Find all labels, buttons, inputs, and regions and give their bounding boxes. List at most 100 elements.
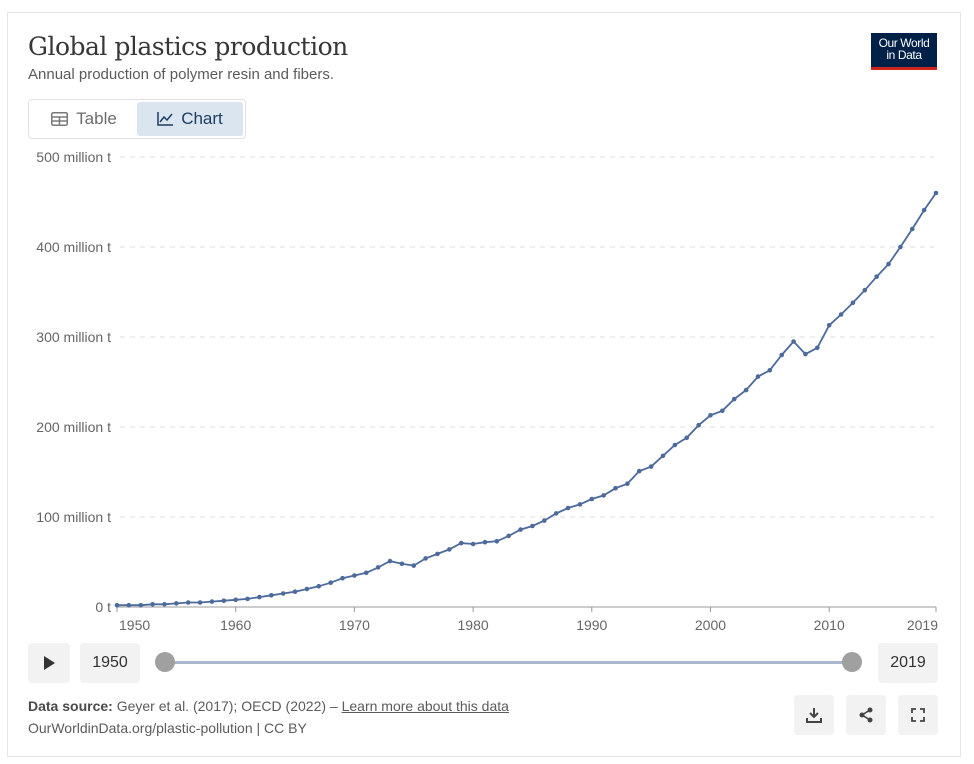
data-point: [340, 575, 345, 581]
learn-more-link[interactable]: Learn more about this data: [341, 698, 509, 714]
logo-line-1: Our World: [878, 36, 930, 50]
data-point: [672, 442, 678, 448]
data-point: [826, 323, 832, 328]
timeline-start-handle[interactable]: [155, 652, 175, 672]
data-point: [696, 422, 701, 428]
data-point: [743, 387, 749, 393]
y-tick-label: 400 million t: [36, 239, 111, 255]
data-point: [363, 570, 369, 576]
data-point: [577, 502, 583, 507]
data-point: [589, 496, 595, 502]
data-point: [257, 594, 262, 600]
tab-table[interactable]: Table: [31, 102, 137, 136]
x-tick-label: 1950: [119, 617, 150, 633]
x-tick-label: 2019: [907, 617, 938, 633]
line-chart-icon: [157, 112, 174, 126]
data-point: [553, 511, 559, 516]
data-point: [447, 547, 452, 552]
timeline-end-handle[interactable]: [842, 652, 862, 672]
logo-line-2: in Data: [886, 48, 922, 62]
start-year[interactable]: 1950: [80, 643, 140, 683]
data-point: [280, 591, 286, 596]
download-icon: [806, 708, 822, 723]
data-point: [720, 408, 725, 414]
series-line-world: [117, 192, 937, 607]
data-point: [779, 352, 784, 358]
data-point: [886, 261, 891, 267]
data-point: [494, 539, 500, 544]
data-point: [316, 584, 322, 589]
data-point: [755, 374, 761, 379]
data-point: [684, 435, 690, 441]
data-point: [197, 600, 203, 605]
data-point: [850, 300, 856, 306]
data-point: [933, 190, 939, 196]
data-point: [150, 602, 155, 607]
tab-chart-label: Chart: [181, 109, 223, 128]
source-url[interactable]: OurWorldinData.org/plastic-pollution | C…: [28, 720, 307, 736]
data-point: [506, 533, 511, 539]
tab-table-label: Table: [76, 109, 117, 128]
data-point: [399, 561, 405, 567]
data-point: [648, 464, 654, 469]
x-tick-label: 1960: [220, 617, 251, 633]
data-point: [174, 601, 179, 606]
data-point: [815, 345, 820, 351]
fullscreen-button[interactable]: [898, 695, 938, 735]
data-point: [328, 580, 333, 585]
data-point: [245, 596, 250, 602]
download-button[interactable]: [794, 695, 834, 735]
source-label: Data source:: [28, 698, 113, 714]
data-point: [126, 602, 132, 608]
data-point: [601, 493, 606, 498]
share-button[interactable]: [846, 695, 886, 735]
data-point: [269, 593, 274, 598]
x-tick-label: 1990: [576, 617, 607, 633]
y-tick-label: 0 t: [95, 599, 111, 615]
y-tick-label: 200 million t: [36, 419, 111, 435]
data-point: [767, 368, 773, 373]
data-point: [803, 351, 808, 357]
data-point: [636, 468, 642, 474]
share-icon: [859, 707, 873, 723]
data-point: [233, 597, 238, 603]
play-button[interactable]: [28, 643, 70, 683]
data-point: [221, 598, 227, 603]
data-point: [874, 274, 879, 280]
data-point: [542, 518, 547, 523]
data-point: [114, 602, 120, 608]
end-year[interactable]: 2019: [878, 643, 938, 683]
data-point: [482, 539, 488, 545]
chart-subtitle: Annual production of polymer resin and f…: [28, 66, 335, 83]
data-point: [209, 599, 215, 604]
y-tick-label: 100 million t: [36, 509, 111, 525]
data-point: [613, 485, 618, 491]
y-tick-label: 300 million t: [36, 329, 111, 345]
data-point: [530, 523, 535, 529]
data-point: [862, 287, 868, 293]
chart-card: [7, 12, 961, 757]
owid-logo[interactable]: Our World in Data: [871, 33, 937, 70]
x-tick-label: 2000: [695, 617, 726, 633]
play-icon: [44, 656, 55, 670]
data-point: [518, 527, 523, 532]
data-point: [625, 481, 630, 487]
data-point: [375, 565, 381, 570]
data-point: [470, 541, 476, 547]
timeline-track[interactable]: [165, 661, 853, 664]
data-point: [909, 226, 915, 232]
data-point: [304, 586, 310, 592]
data-point: [838, 312, 844, 317]
data-point: [435, 551, 440, 557]
fullscreen-icon: [911, 708, 925, 722]
data-point: [411, 563, 417, 568]
x-tick-label: 1980: [458, 617, 489, 633]
data-source: Data source: Geyer et al. (2017); OECD (…: [28, 698, 509, 714]
data-point: [708, 413, 713, 418]
tab-chart[interactable]: Chart: [137, 102, 243, 136]
data-point: [423, 556, 428, 561]
data-point: [185, 600, 191, 605]
data-point: [162, 602, 167, 607]
x-tick-label: 1970: [339, 617, 370, 633]
data-point: [138, 602, 144, 608]
